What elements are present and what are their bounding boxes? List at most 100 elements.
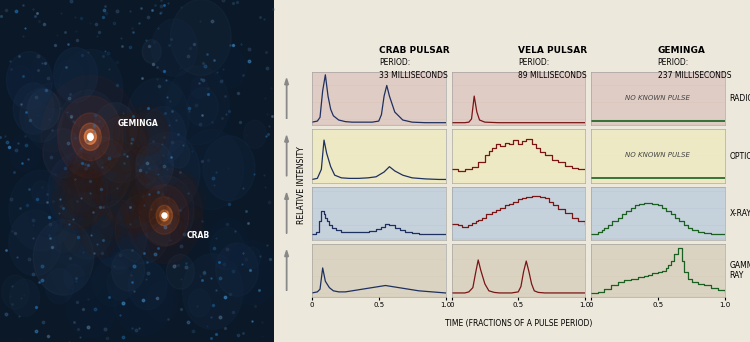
Circle shape [160, 210, 169, 221]
Circle shape [86, 157, 124, 205]
Circle shape [146, 281, 178, 322]
Circle shape [135, 132, 200, 213]
Text: CRAB PULSAR: CRAB PULSAR [379, 46, 449, 55]
Circle shape [126, 212, 142, 233]
Circle shape [140, 107, 186, 163]
Circle shape [45, 268, 74, 304]
Text: TIME (FRACTIONS OF A PULSE PERIOD): TIME (FRACTIONS OF A PULSE PERIOD) [445, 319, 592, 328]
Text: VELA PULSAR: VELA PULSAR [518, 46, 587, 55]
Circle shape [167, 88, 230, 168]
Circle shape [52, 164, 104, 230]
Circle shape [141, 144, 162, 170]
Circle shape [216, 243, 258, 297]
Circle shape [92, 140, 136, 195]
Circle shape [20, 88, 63, 142]
Text: PERIOD:: PERIOD: [518, 58, 550, 67]
Circle shape [167, 184, 189, 212]
Circle shape [71, 113, 110, 161]
Text: GEMINGA: GEMINGA [658, 46, 706, 55]
Circle shape [92, 259, 130, 306]
Text: 89 MILLISECONDS: 89 MILLISECONDS [518, 71, 586, 80]
Circle shape [48, 170, 92, 224]
Circle shape [152, 19, 197, 77]
Circle shape [55, 60, 85, 98]
Circle shape [13, 83, 54, 134]
Circle shape [65, 172, 100, 215]
Text: RELATIVE INTENSITY: RELATIVE INTENSITY [297, 146, 306, 224]
Circle shape [243, 247, 261, 269]
Circle shape [119, 172, 167, 232]
Circle shape [61, 161, 106, 218]
Text: PERIOD:: PERIOD: [379, 58, 410, 67]
Circle shape [91, 47, 116, 78]
Circle shape [110, 253, 128, 274]
Circle shape [32, 38, 88, 108]
Text: GEMINGA: GEMINGA [118, 119, 158, 128]
Circle shape [137, 189, 166, 224]
Circle shape [7, 52, 53, 109]
Circle shape [66, 276, 116, 338]
Circle shape [74, 137, 130, 208]
Circle shape [84, 129, 96, 144]
Circle shape [180, 130, 244, 210]
Circle shape [8, 66, 34, 100]
Circle shape [133, 172, 172, 221]
Circle shape [100, 149, 164, 228]
Circle shape [214, 47, 246, 88]
Circle shape [58, 169, 105, 228]
Circle shape [166, 66, 230, 145]
Circle shape [35, 109, 62, 143]
Circle shape [200, 144, 235, 187]
Circle shape [203, 136, 255, 201]
Circle shape [170, 0, 231, 76]
Circle shape [140, 185, 189, 246]
Text: GAMMA
RAY: GAMMA RAY [730, 261, 750, 280]
Text: OPTICAL: OPTICAL [730, 152, 750, 160]
Text: RADIO: RADIO [730, 94, 750, 103]
Circle shape [61, 193, 113, 259]
Circle shape [115, 195, 170, 264]
Circle shape [226, 241, 278, 305]
Circle shape [92, 200, 147, 269]
Circle shape [69, 154, 98, 191]
Circle shape [48, 200, 102, 267]
Text: 33 MILLISECONDS: 33 MILLISECONDS [379, 71, 448, 80]
Circle shape [94, 117, 148, 183]
Circle shape [128, 261, 167, 310]
Circle shape [32, 181, 50, 204]
Circle shape [171, 178, 206, 222]
Text: 237 MILLISECONDS: 237 MILLISECONDS [658, 71, 731, 80]
Circle shape [10, 134, 40, 172]
Circle shape [136, 158, 158, 185]
Circle shape [167, 170, 196, 206]
Circle shape [149, 214, 190, 265]
Circle shape [98, 199, 131, 240]
Circle shape [58, 96, 123, 178]
Circle shape [64, 264, 84, 290]
Text: PERIOD:: PERIOD: [658, 58, 689, 67]
Circle shape [88, 133, 93, 140]
Circle shape [33, 220, 94, 295]
Circle shape [116, 220, 137, 248]
Circle shape [100, 114, 148, 174]
Circle shape [182, 254, 243, 330]
Circle shape [43, 129, 82, 177]
Circle shape [28, 89, 60, 130]
Circle shape [9, 170, 74, 251]
Circle shape [107, 266, 134, 301]
Circle shape [190, 77, 208, 98]
Circle shape [77, 116, 104, 148]
Circle shape [80, 123, 101, 150]
Circle shape [57, 90, 120, 168]
Circle shape [149, 197, 179, 234]
Circle shape [113, 262, 172, 336]
Circle shape [57, 223, 82, 254]
Circle shape [187, 88, 218, 127]
Circle shape [127, 78, 189, 156]
Circle shape [139, 176, 194, 245]
Circle shape [136, 143, 173, 190]
Circle shape [162, 213, 166, 218]
Circle shape [58, 49, 123, 129]
Circle shape [10, 279, 40, 317]
Circle shape [106, 172, 158, 237]
